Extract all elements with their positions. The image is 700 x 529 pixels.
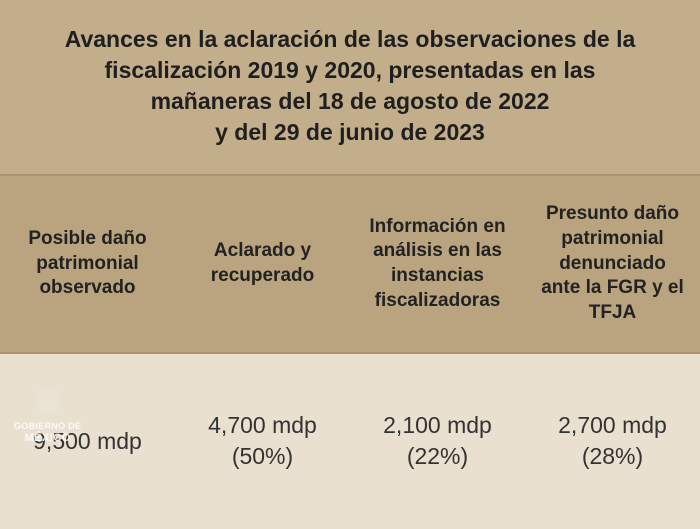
data-cell-4: 2,700 mdp (28%) <box>525 354 700 529</box>
data-cell-3: 2,100 mdp (22%) <box>350 354 525 529</box>
table-data-row: 9,500 mdp 4,700 mdp (50%) 2,100 mdp (22%… <box>0 354 700 529</box>
column-header-4: Presunto daño patrimonial denunciado ant… <box>525 176 700 351</box>
data-cell-1: 9,500 mdp <box>0 354 175 529</box>
title-line-4: y del 29 de junio de 2023 <box>30 117 670 148</box>
column-header-1: Posible daño patrimonial observado <box>0 176 175 351</box>
title-band: Avances en la aclaración de las observac… <box>0 0 700 176</box>
table-header-row: Posible daño patrimonial observado Aclar… <box>0 176 700 353</box>
column-header-2: Aclarado y recuperado <box>175 176 350 351</box>
title-line-3: mañaneras del 18 de agosto de 2022 <box>30 86 670 117</box>
cell-value: 2,700 mdp <box>558 410 667 441</box>
cell-pct: (28%) <box>582 441 643 472</box>
cell-value: 4,700 mdp <box>208 410 317 441</box>
data-cell-2: 4,700 mdp (50%) <box>175 354 350 529</box>
title-line-2: fiscalización 2019 y 2020, presentadas e… <box>30 55 670 86</box>
cell-value: 2,100 mdp <box>383 410 492 441</box>
column-header-3: Información en análisis en las instancia… <box>350 176 525 351</box>
cell-pct: (50%) <box>232 441 293 472</box>
cell-pct: (22%) <box>407 441 468 472</box>
title-line-1: Avances en la aclaración de las observac… <box>30 24 670 55</box>
cell-value: 9,500 mdp <box>33 426 142 457</box>
